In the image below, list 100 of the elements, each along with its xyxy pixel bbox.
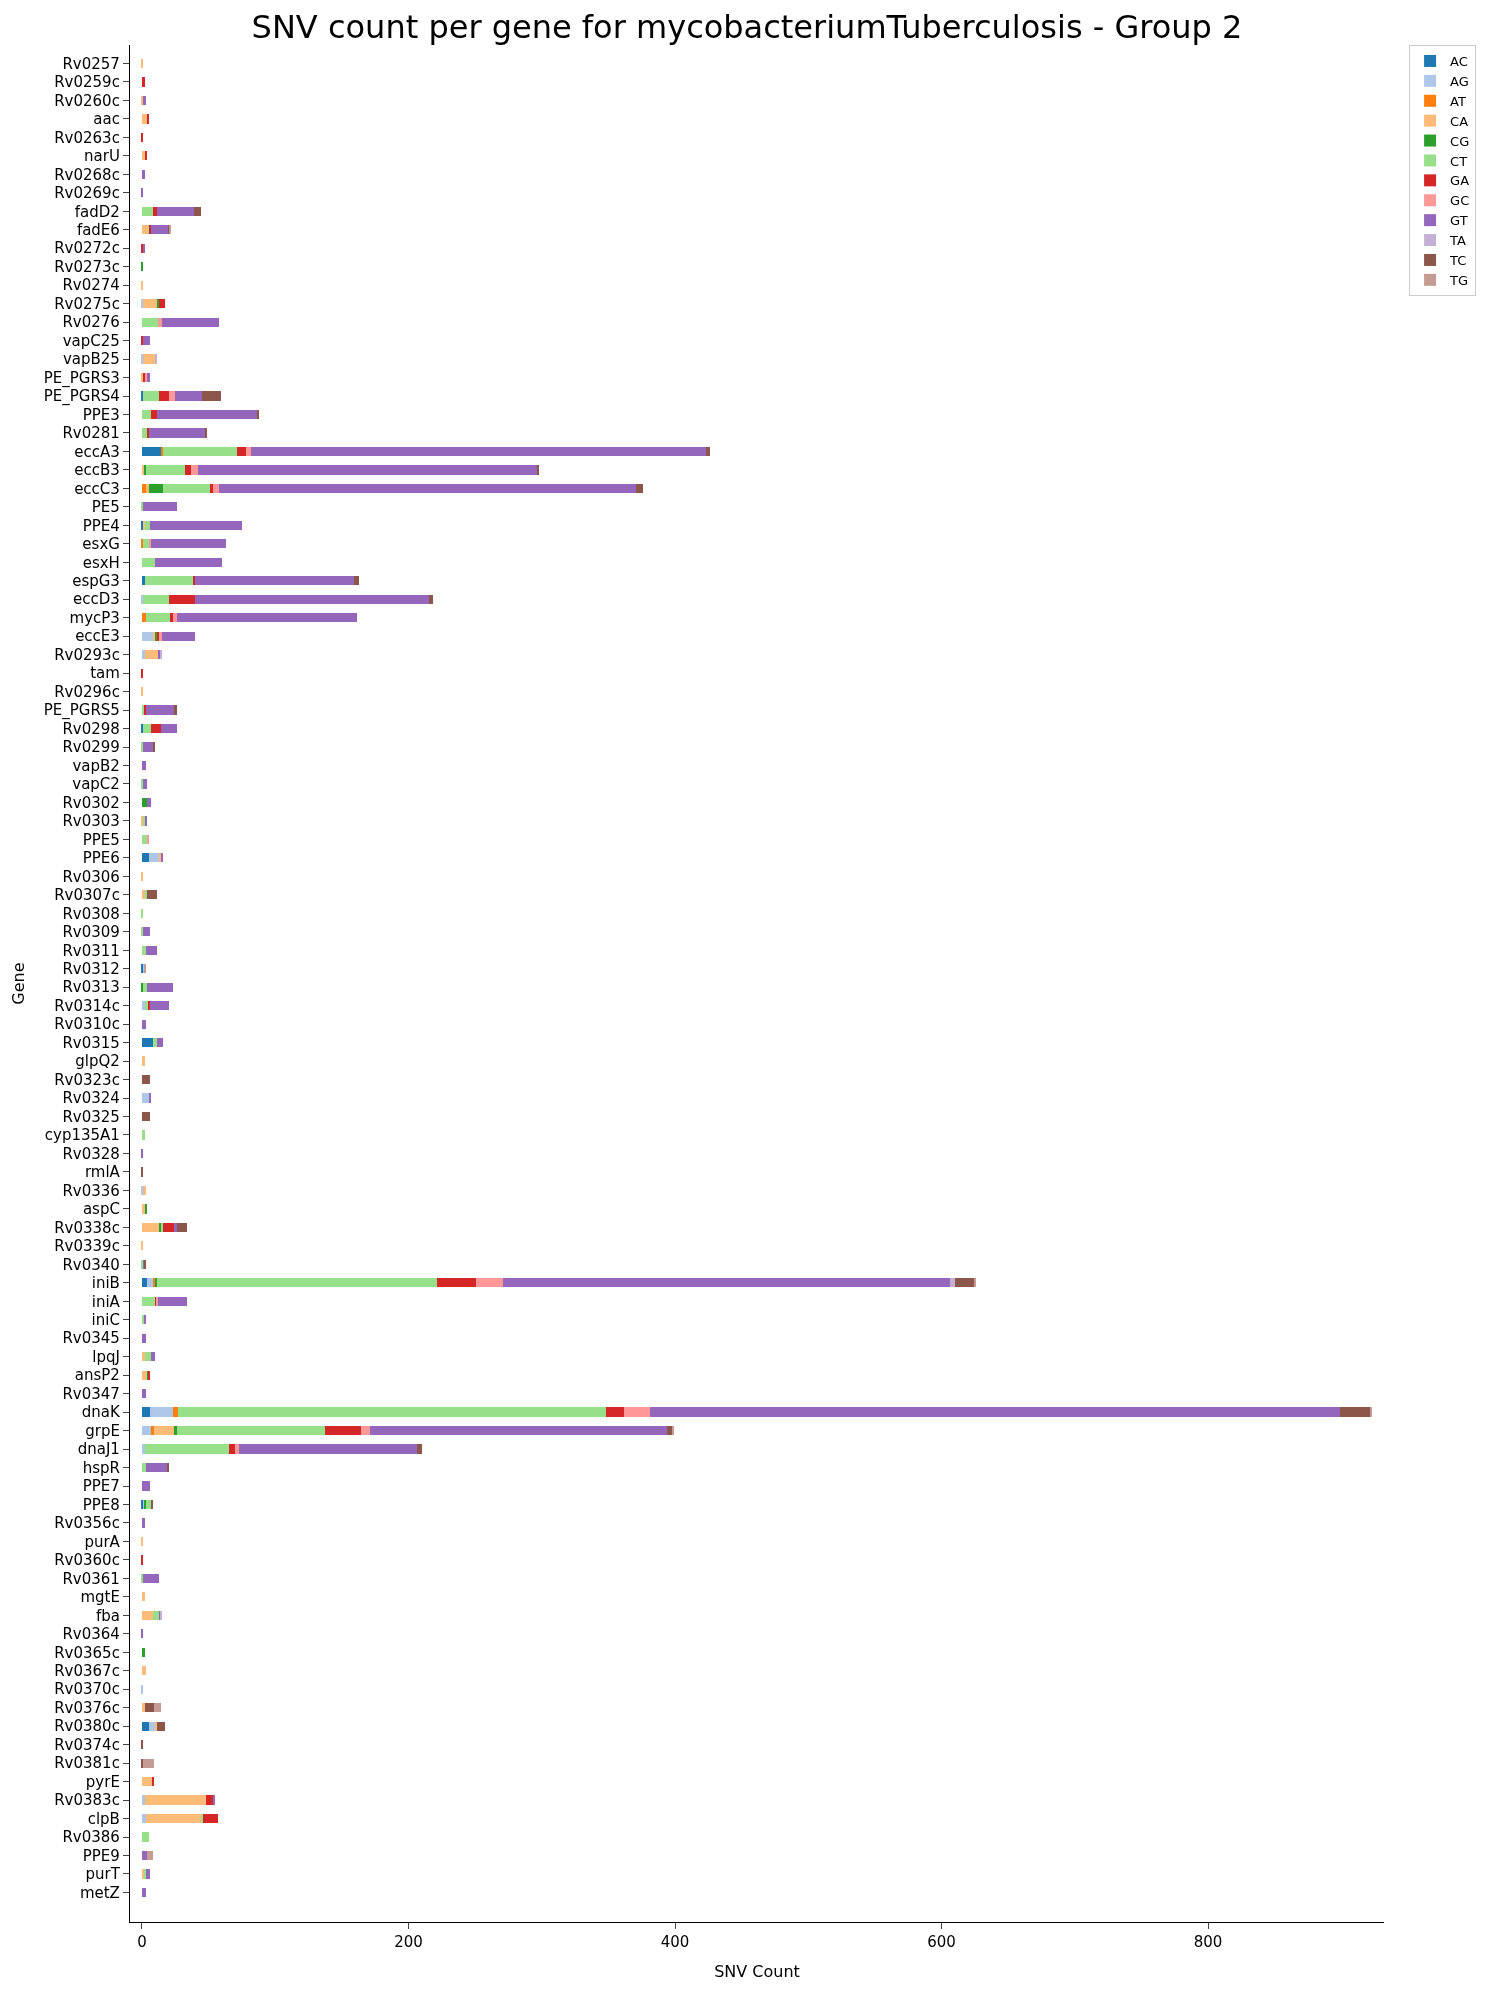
bar <box>369 1425 668 1436</box>
bar <box>156 206 194 216</box>
y-tick-label: Rv0310c <box>54 1015 120 1034</box>
bar <box>141 779 144 789</box>
bar <box>153 1703 161 1713</box>
y-tick-label: Rv0347 <box>62 1384 120 1403</box>
y-tick-label: aac <box>93 110 120 129</box>
bar <box>141 1111 150 1122</box>
bar <box>149 1407 173 1417</box>
y-tick-label: Rv0367c <box>54 1662 120 1680</box>
bar <box>144 650 158 660</box>
legend-label: TA <box>1449 233 1467 249</box>
bar <box>144 1795 206 1805</box>
y-axis-title: Gene <box>8 962 28 1005</box>
bar <box>141 1795 145 1805</box>
bar <box>163 483 210 493</box>
bar <box>143 594 169 604</box>
bar <box>141 1850 148 1861</box>
legend-label: GA <box>1450 173 1470 189</box>
bar <box>157 1296 188 1306</box>
bar <box>141 1703 145 1713</box>
bar <box>157 317 162 327</box>
bar <box>149 1001 169 1011</box>
y-tick-label: purT <box>85 1865 121 1884</box>
y-tick-label: glpQ2 <box>75 1052 120 1071</box>
bar <box>203 1813 218 1824</box>
bar <box>141 1222 160 1232</box>
y-tick-label: PPE5 <box>82 830 120 849</box>
bar <box>141 446 161 457</box>
bar <box>191 465 198 475</box>
bar <box>176 1222 188 1232</box>
y-tick-label: Rv0257 <box>62 54 120 73</box>
bar <box>141 428 148 438</box>
bar <box>141 834 148 845</box>
bar <box>155 557 222 567</box>
bar <box>239 1444 417 1454</box>
bar <box>1370 1407 1373 1417</box>
bar <box>141 1721 149 1731</box>
y-tick-label: PPE3 <box>82 405 120 424</box>
legend-label: CG <box>1450 133 1470 149</box>
bar <box>141 760 146 771</box>
bar <box>151 225 169 235</box>
y-tick-label: Rv0309 <box>62 923 120 942</box>
y-tick-label: tam <box>90 664 120 683</box>
y-tick-label: Rv0307c <box>54 886 120 905</box>
bar <box>476 1278 504 1288</box>
y-tick-label: Rv0374c <box>54 1735 120 1754</box>
bar <box>195 594 429 604</box>
bar <box>143 354 156 364</box>
bar <box>159 391 169 401</box>
bar <box>168 594 196 604</box>
y-tick-label: Rv0356c <box>54 1514 120 1533</box>
y-tick-label: Rv0296c <box>54 682 120 701</box>
bar <box>141 1555 144 1565</box>
bar <box>172 1407 178 1417</box>
bar <box>145 945 157 955</box>
bar <box>147 797 152 808</box>
bar <box>143 779 148 789</box>
bar <box>141 1278 148 1288</box>
bar <box>537 465 540 475</box>
y-tick-label: dnaK <box>81 1403 122 1422</box>
bar <box>172 613 177 623</box>
bar <box>168 391 176 401</box>
legend-label: GC <box>1450 193 1470 209</box>
y-tick-label: Rv0340 <box>62 1255 120 1274</box>
bar <box>141 1887 146 1898</box>
y-tick-label: Rv0336 <box>62 1181 120 1200</box>
bar <box>141 1019 146 1029</box>
bar <box>143 539 149 549</box>
bar <box>156 1721 165 1731</box>
y-tick-label: Rv0324 <box>62 1089 120 1108</box>
y-tick-label: vapB2 <box>72 756 120 775</box>
bar <box>152 206 157 216</box>
bar <box>147 1278 153 1288</box>
bar <box>141 354 144 364</box>
bar <box>143 723 152 734</box>
y-tick-label: rmlA <box>84 1163 121 1182</box>
bar <box>145 465 185 475</box>
bar <box>144 520 150 530</box>
bar <box>145 1499 152 1510</box>
bar <box>141 1130 145 1140</box>
bar <box>151 723 161 734</box>
bar <box>149 520 242 530</box>
x-axis-title: SNV Count <box>714 1961 800 1981</box>
y-tick-label: eccE3 <box>75 627 120 646</box>
y-tick-label: hspR <box>82 1458 120 1477</box>
y-tick-label: Rv0361 <box>62 1569 120 1588</box>
bar <box>219 483 637 493</box>
y-tick-label: Rv0313 <box>62 978 120 997</box>
bar <box>173 1222 177 1232</box>
y-tick-label: ansP2 <box>74 1366 120 1385</box>
bar <box>141 391 144 401</box>
bar <box>148 853 160 863</box>
y-tick-label: Rv0268c <box>54 165 120 184</box>
y-tick-label: Rv0306 <box>62 867 120 886</box>
y-tick-label: Rv0272c <box>54 239 120 258</box>
bar <box>143 335 150 346</box>
chart-title: SNV count per gene for mycobacteriumTuberculosis - Group 2 <box>251 8 1243 47</box>
y-tick-label: Rv0263c <box>54 128 120 147</box>
x-tick-label: 800 <box>1193 1933 1223 1952</box>
